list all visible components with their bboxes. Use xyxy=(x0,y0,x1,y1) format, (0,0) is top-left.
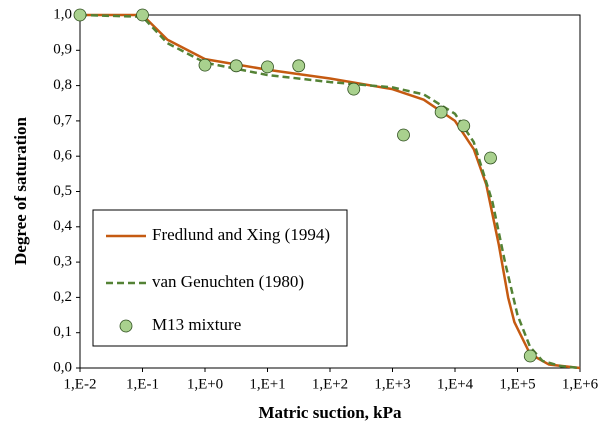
data-point xyxy=(229,59,243,73)
y-tick-label: 0,4 xyxy=(53,218,72,234)
legend-label: M13 mixture xyxy=(152,315,241,334)
data-point xyxy=(397,128,410,142)
data-point xyxy=(434,105,448,119)
series-line xyxy=(80,13,581,370)
y-tick-label: 0,1 xyxy=(53,324,72,340)
y-tick-label: 0,6 xyxy=(53,148,72,164)
y-tick-label: 0,3 xyxy=(53,254,72,270)
x-tick-label: 1,E+2 xyxy=(312,376,348,392)
y-tick-label: 0,8 xyxy=(53,77,72,93)
y-tick-label: 0,5 xyxy=(53,183,72,199)
x-tick-label: 1,E+3 xyxy=(374,376,410,392)
legend-box xyxy=(92,209,348,347)
data-point xyxy=(484,151,497,165)
data-point xyxy=(292,59,306,73)
data-point xyxy=(261,60,274,74)
y-tick-label: 1,0 xyxy=(53,6,72,22)
data-point xyxy=(523,349,537,363)
legend-label: van Genuchten (1980) xyxy=(152,272,304,291)
x-tick-label: 1,E-2 xyxy=(64,376,97,392)
x-axis-label: Matric suction, kPa xyxy=(258,403,402,422)
data-point xyxy=(73,8,87,22)
y-tick-label: 0,0 xyxy=(53,359,72,375)
data-point xyxy=(457,119,471,133)
y-tick-label: 0,9 xyxy=(53,42,72,58)
data-point xyxy=(198,58,212,72)
x-tick-label: 1,E+5 xyxy=(499,376,535,392)
x-tick-label: 1,E+6 xyxy=(562,376,599,392)
legend-label: Fredlund and Xing (1994) xyxy=(152,225,330,244)
y-axis-label: Degree of saturation xyxy=(11,116,30,264)
x-tick-label: 1,E-1 xyxy=(126,376,159,392)
x-tick-label: 1,E+0 xyxy=(187,376,223,392)
y-tick-label: 0,7 xyxy=(53,112,72,128)
data-point xyxy=(347,82,361,96)
data-point xyxy=(136,8,149,22)
y-tick-label: 0,2 xyxy=(53,289,72,305)
x-tick-label: 1,E+1 xyxy=(249,376,285,392)
legend-marker xyxy=(119,319,133,333)
x-tick-label: 1,E+4 xyxy=(437,376,474,392)
